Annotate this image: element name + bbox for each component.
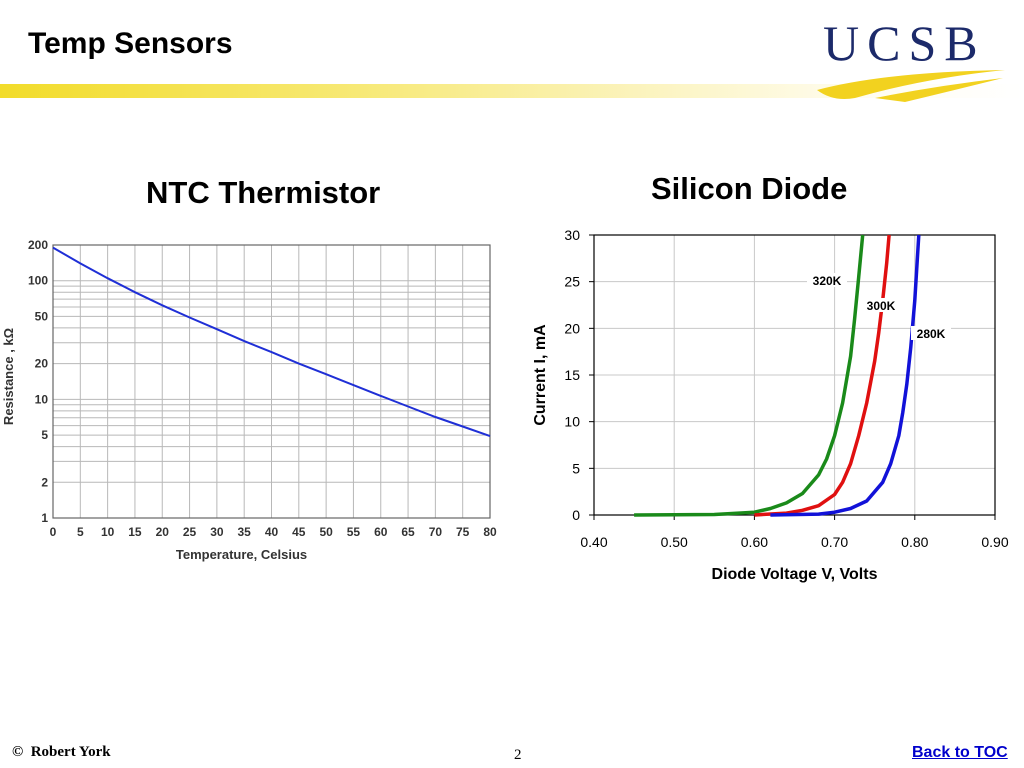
ntc-y-tick-label: 200 xyxy=(28,238,48,252)
page-number: 2 xyxy=(514,747,522,763)
diode-annotation-bg xyxy=(807,273,847,287)
ntc-x-tick-label: 75 xyxy=(456,525,470,539)
ntc-x-tick-label: 5 xyxy=(77,525,84,539)
ntc-x-tick-label: 25 xyxy=(183,525,197,539)
diode-chart-title: Silicon Diode xyxy=(651,171,848,206)
diode-x-axis-label: Diode Voltage V, Volts xyxy=(712,566,878,583)
diode-y-tick-label: 0 xyxy=(572,507,580,523)
ntc-x-tick-label: 40 xyxy=(265,525,279,539)
diode-y-tick-label: 15 xyxy=(564,367,580,383)
diode-series-line xyxy=(754,234,891,517)
diode-x-tick-label: 0.40 xyxy=(580,534,607,550)
ntc-series-line xyxy=(52,246,491,438)
ntc-y-tick-label: 100 xyxy=(28,274,48,288)
diode-annotation-bg xyxy=(911,326,951,340)
ntc-x-tick-label: 45 xyxy=(292,525,306,539)
ntc-x-tick-label: 0 xyxy=(50,525,57,539)
ntc-x-tick-label: 60 xyxy=(374,525,388,539)
ntc-x-tick-label: 80 xyxy=(483,525,497,539)
diode-series-line xyxy=(770,234,921,517)
ntc-x-tick-label: 65 xyxy=(401,525,415,539)
ntc-x-axis-label: Temperature, Celsius xyxy=(176,547,307,562)
diode-y-tick-label: 30 xyxy=(564,227,580,243)
copyright-symbol: © xyxy=(12,744,24,760)
ntc-y-tick-label: 20 xyxy=(35,357,49,371)
diode-x-tick-label: 0.60 xyxy=(741,534,768,550)
diode-y-axis-label: Current I, mA xyxy=(532,324,549,426)
diode-annotation-bg xyxy=(861,298,901,312)
diode-x-tick-label: 0.50 xyxy=(661,534,688,550)
ntc-x-tick-label: 30 xyxy=(210,525,224,539)
ntc-x-tick-label: 70 xyxy=(429,525,443,539)
diode-x-tick-label: 0.90 xyxy=(981,534,1008,550)
ntc-x-tick-label: 55 xyxy=(347,525,361,539)
ntc-x-tick-label: 35 xyxy=(238,525,252,539)
ntc-x-tick-label: 50 xyxy=(319,525,333,539)
title-band xyxy=(0,84,1024,98)
diode-annotation-label: 320K xyxy=(813,274,842,288)
diode-plot-frame xyxy=(593,234,996,516)
diode-annotation-label: 280K xyxy=(917,327,946,341)
diode-series-line xyxy=(634,234,865,517)
diode-y-tick-label: 5 xyxy=(572,460,580,476)
ntc-y-tick-label: 2 xyxy=(41,475,48,489)
ntc-y-tick-label: 50 xyxy=(35,309,49,323)
footer-copyright: © Robert York xyxy=(12,744,111,761)
ntc-chart-title: NTC Thermistor xyxy=(146,175,381,210)
logo-text: UCSB xyxy=(823,15,986,71)
diode-y-tick-label: 20 xyxy=(564,320,580,336)
ntc-y-axis-label: Resistance , kΩ xyxy=(1,328,16,425)
slide-title: Temp Sensors xyxy=(28,27,233,60)
ntc-x-tick-label: 10 xyxy=(101,525,115,539)
ntc-x-tick-label: 20 xyxy=(156,525,170,539)
diode-y-tick-label: 25 xyxy=(564,274,580,290)
ntc-x-tick-label: 15 xyxy=(128,525,142,539)
ntc-y-tick-label: 10 xyxy=(35,392,49,406)
diode-x-tick-label: 0.70 xyxy=(821,534,848,550)
logo-swoosh xyxy=(817,70,1005,102)
diode-annotation-label: 300K xyxy=(867,299,896,313)
back-to-toc-link[interactable]: Back to TOC xyxy=(912,744,1008,761)
ntc-y-tick-label: 5 xyxy=(41,428,48,442)
author-name: Robert York xyxy=(30,744,111,760)
diode-y-tick-label: 10 xyxy=(564,414,580,430)
ucsb-logo: UCSB xyxy=(815,12,1015,102)
ntc-plot-frame xyxy=(52,244,491,519)
diode-x-tick-label: 0.80 xyxy=(901,534,928,550)
ntc-y-tick-label: 1 xyxy=(41,511,48,525)
